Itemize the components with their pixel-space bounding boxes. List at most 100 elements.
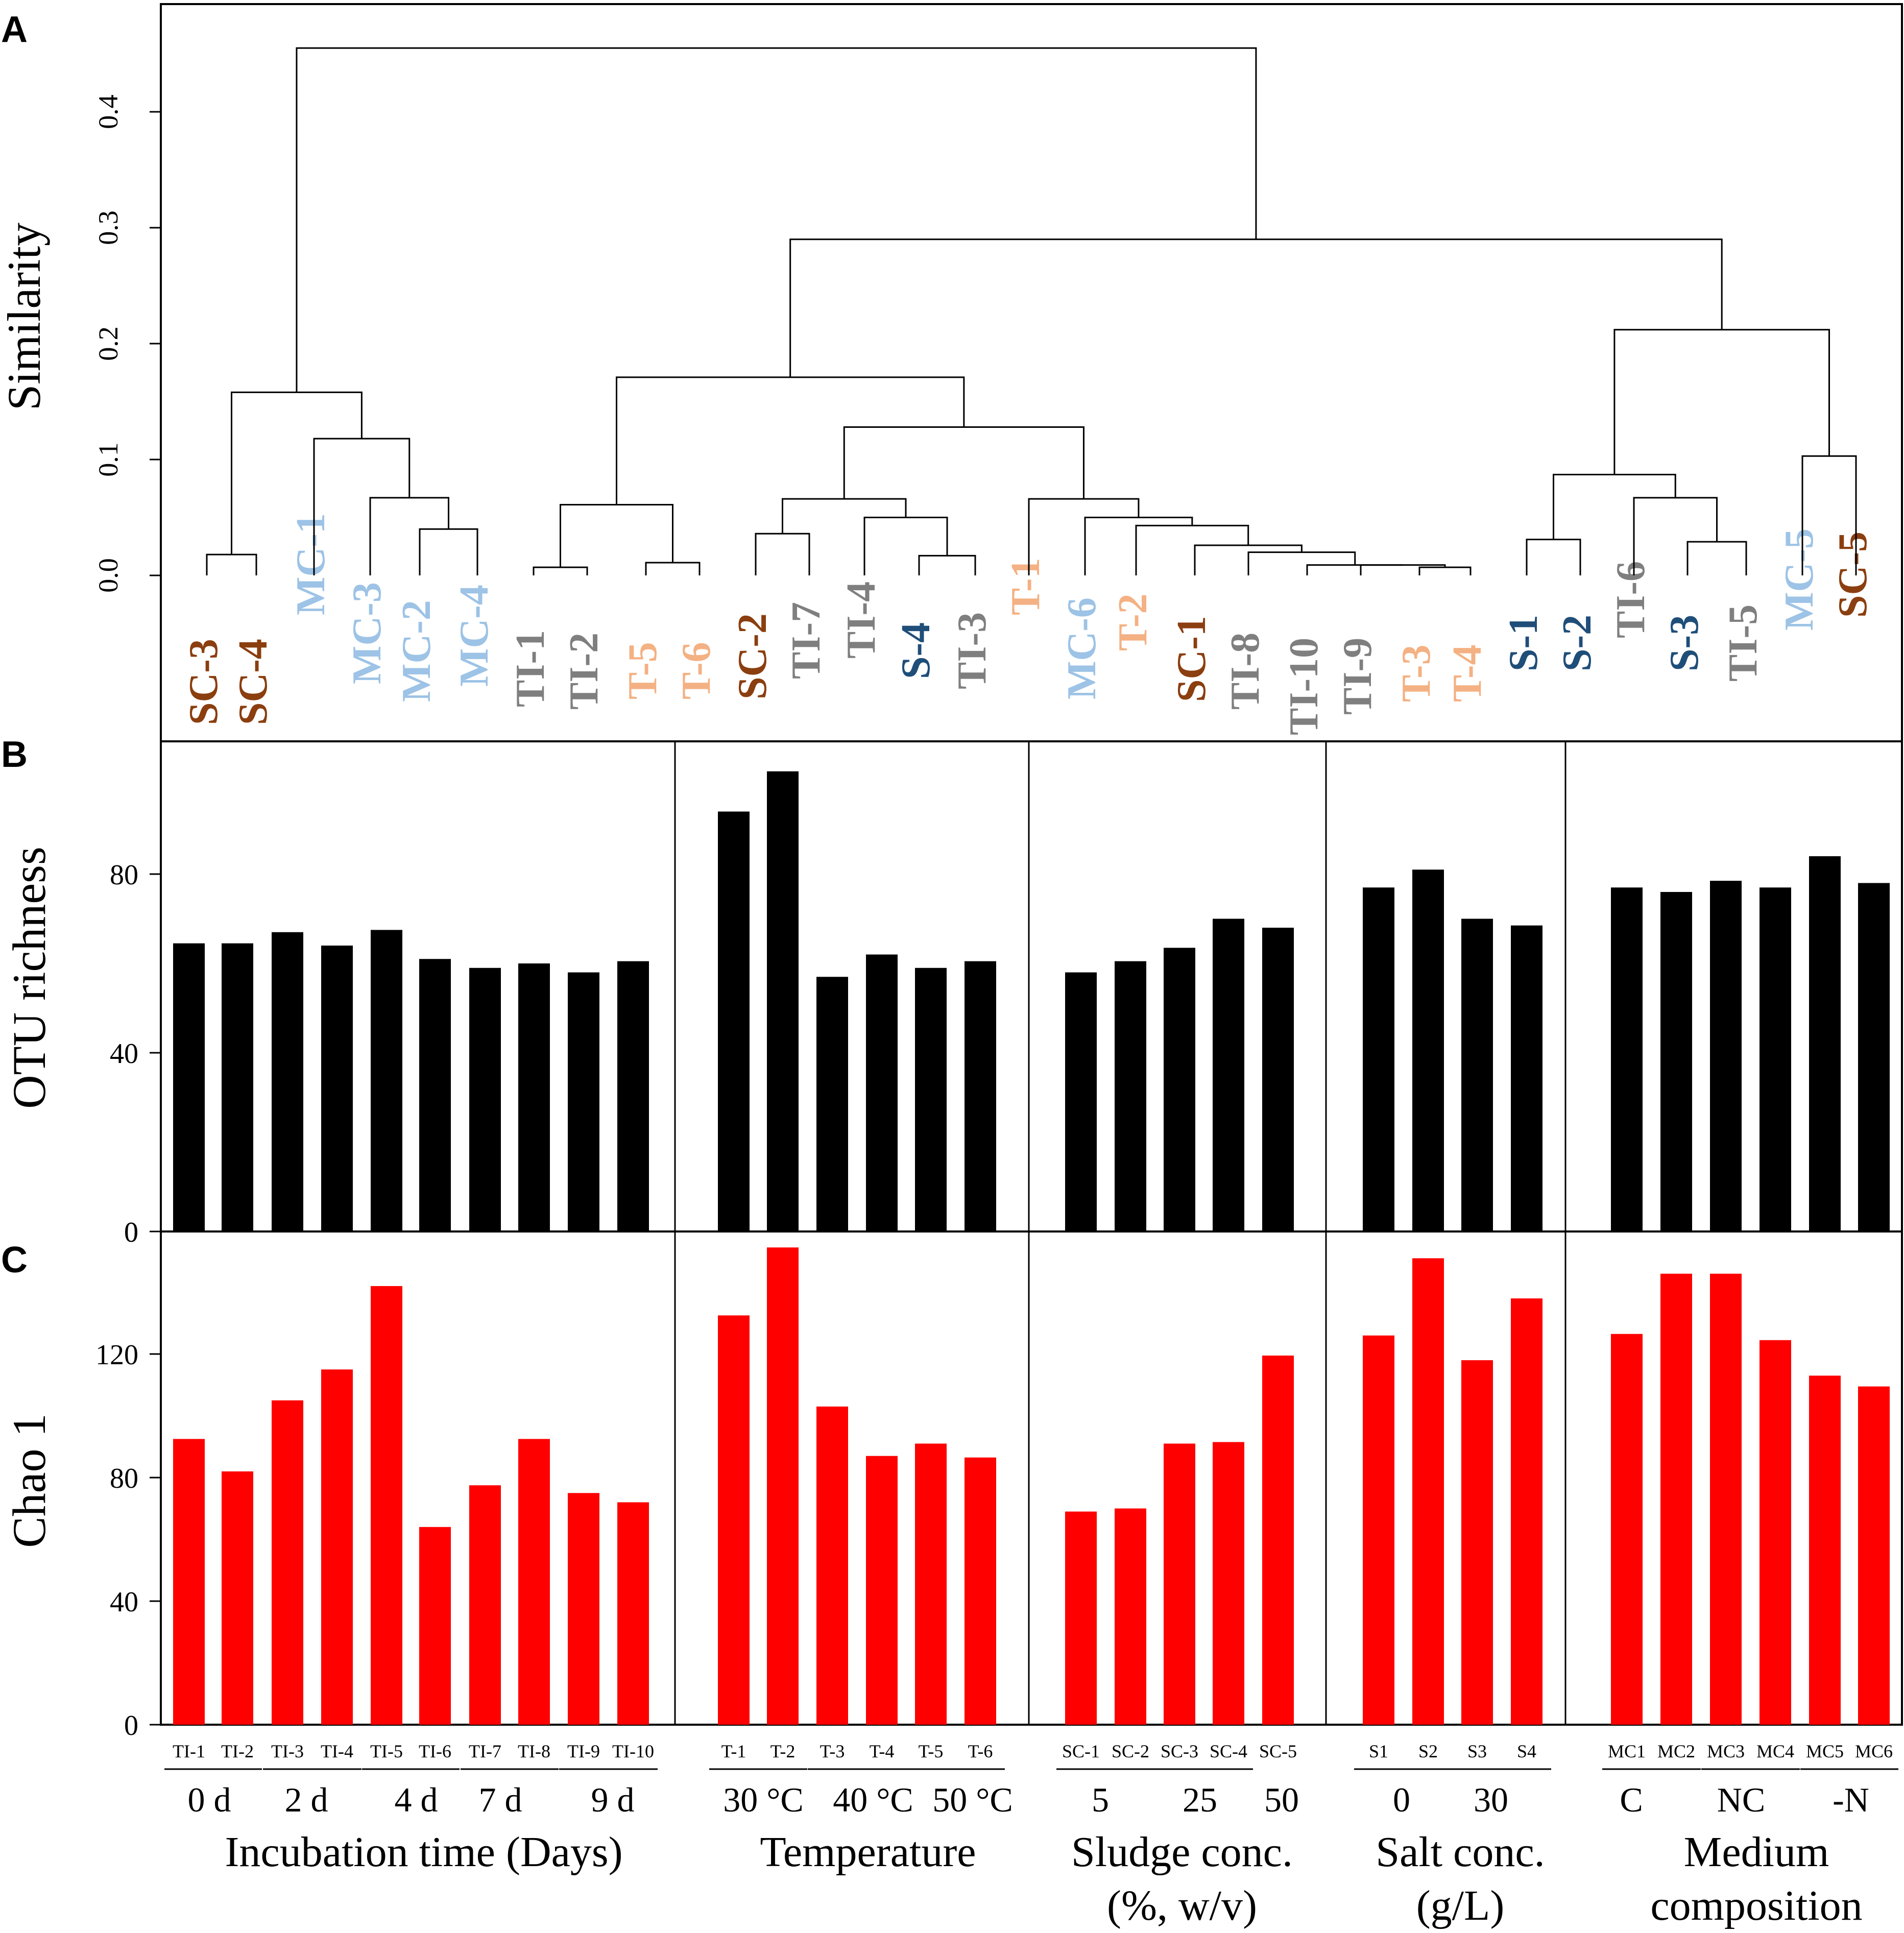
otu-bar — [617, 961, 649, 1231]
sample-label: T-1 — [721, 1741, 746, 1761]
panel-letter-a: A — [1, 9, 28, 50]
otu-bar — [272, 932, 303, 1231]
dendrogram-link — [1135, 524, 1249, 575]
otu-bar — [222, 943, 253, 1231]
leaf-label-ti-3: TI-3 — [950, 612, 995, 689]
level-label: 50 °C — [932, 1780, 1013, 1819]
chao-bar — [965, 1457, 996, 1725]
condition-title: Medium — [1684, 1828, 1829, 1876]
leaf-label-s-2: S-2 — [1555, 615, 1600, 671]
leaf-label-ti-1: TI-1 — [508, 630, 553, 707]
otu-bar — [321, 946, 353, 1231]
leaf-label-ti-5: TI-5 — [1721, 605, 1766, 682]
sample-label: SC-5 — [1259, 1741, 1297, 1761]
otu-bar — [1363, 887, 1394, 1231]
otu-bar — [866, 954, 898, 1231]
chao-bar — [617, 1502, 649, 1725]
otu-bar — [1065, 972, 1097, 1231]
chao-bar — [173, 1439, 205, 1725]
dendrogram-link — [369, 497, 449, 575]
level-label: -N — [1833, 1780, 1869, 1819]
level-label: 30 — [1474, 1780, 1508, 1819]
leaf-label-s-1: S-1 — [1501, 615, 1546, 671]
leaf-label-sc-1: SC-1 — [1169, 616, 1214, 702]
dendrogram-link — [1526, 539, 1581, 575]
leaf-label-mc-1: MC-1 — [288, 513, 333, 615]
chao-bar — [1611, 1334, 1643, 1725]
dendrogram-link — [782, 498, 907, 534]
chao-bar — [1363, 1335, 1394, 1725]
chao-bar — [568, 1493, 599, 1725]
chao-bar — [321, 1369, 353, 1725]
chao-bar — [1858, 1386, 1890, 1725]
otu-bar — [1611, 887, 1643, 1231]
chao-bar — [518, 1439, 550, 1725]
sample-label: TI-5 — [370, 1741, 403, 1761]
chao-tick-label: 40 — [110, 1586, 138, 1618]
condition-title: composition — [1650, 1882, 1862, 1929]
dendrogram-link — [645, 562, 701, 575]
panel-letter-c: C — [1, 1240, 28, 1280]
leaf-label-t-4: T-4 — [1445, 644, 1490, 702]
otu-bar — [1213, 919, 1244, 1231]
level-label: 25 — [1183, 1780, 1217, 1819]
leaf-label-mc-5: MC-5 — [1777, 528, 1822, 631]
otu-bar — [767, 771, 799, 1231]
condition-title: (g/L) — [1416, 1882, 1505, 1929]
leaf-label-t-1: T-1 — [1003, 558, 1048, 615]
chao-bar — [272, 1400, 303, 1725]
similarity-tick-label: 0.2 — [93, 326, 124, 361]
sample-label: T-5 — [919, 1741, 944, 1761]
sample-label: S3 — [1467, 1741, 1487, 1761]
sample-label: T-6 — [968, 1741, 993, 1761]
level-label: 40 °C — [833, 1780, 913, 1819]
sample-label: SC-2 — [1112, 1741, 1149, 1761]
leaf-label-t-5: T-5 — [620, 642, 665, 699]
dendrogram-link — [918, 554, 976, 575]
leaf-label-ti-6: TI-6 — [1608, 561, 1653, 638]
dendrogram-link — [1306, 564, 1403, 575]
leaf-label-ti-2: TI-2 — [562, 633, 607, 710]
leaf-label-t-2: T-2 — [1111, 593, 1155, 651]
chao-top-tick-label: 0 — [124, 1217, 138, 1248]
leaf-label-mc-3: MC-3 — [345, 582, 390, 684]
dendrogram-link — [1686, 541, 1747, 575]
condition-axis: TI-1 TI-2 TI-3 TI-4 TI-5 TI-6 TI-7 TI-8 TI-9 TI-1… — [164, 1741, 1898, 1929]
sample-label: S4 — [1517, 1741, 1536, 1761]
chao-bar — [1262, 1356, 1294, 1725]
chao-bar — [915, 1443, 947, 1725]
leaf-label-ti-7: TI-7 — [784, 602, 829, 679]
chao-bar — [767, 1247, 799, 1725]
chao-tick-label: 0 — [124, 1710, 138, 1742]
sample-label: MC5 — [1806, 1741, 1844, 1761]
sample-label: TI-2 — [221, 1741, 254, 1761]
chao-bar — [1760, 1340, 1791, 1725]
chao-bar — [866, 1456, 898, 1725]
otu-bar — [1115, 961, 1146, 1231]
similarity-tick-label: 0.1 — [93, 442, 124, 477]
sample-label: T-2 — [770, 1741, 796, 1761]
otu-tick-label: 80 — [110, 859, 138, 891]
chao-bar — [371, 1286, 402, 1725]
otu-bar — [1511, 925, 1543, 1231]
otu-richness-panel: 0 40 80 — [110, 740, 1903, 1248]
chao-bar — [718, 1315, 750, 1725]
sample-label: TI-4 — [321, 1741, 353, 1761]
ylabel-chao1: Chao 1 — [3, 1413, 55, 1548]
leaf-label-s-4: S-4 — [894, 622, 938, 679]
condition-title: Temperature — [760, 1828, 976, 1876]
leaf-label-ti-9: TI-9 — [1335, 638, 1380, 715]
ylabel-otu-richness: OTU richness — [3, 847, 55, 1109]
sample-label: MC3 — [1707, 1741, 1745, 1761]
dendrogram-link — [419, 528, 478, 575]
leaf-label-ti-8: TI-8 — [1223, 633, 1268, 710]
otu-bar — [518, 963, 550, 1231]
similarity-tick-label: 0.0 — [93, 558, 124, 593]
chao-bar — [1213, 1442, 1244, 1725]
dendrogram-link — [296, 47, 1257, 393]
sample-label: SC-3 — [1161, 1741, 1198, 1761]
level-label: NC — [1717, 1780, 1765, 1819]
leaf-label-mc-4: MC-4 — [452, 585, 497, 687]
otu-bar — [1760, 887, 1791, 1231]
